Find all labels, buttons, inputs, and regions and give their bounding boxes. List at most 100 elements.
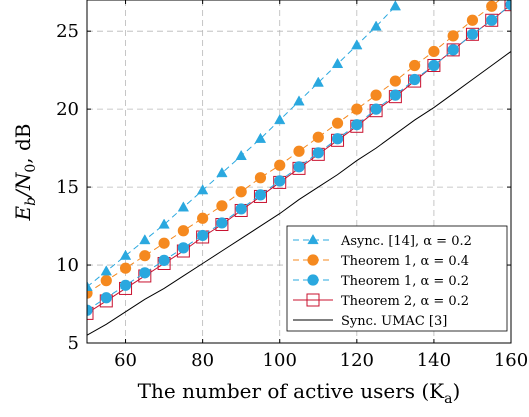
series-5 <box>87 51 511 336</box>
data-point <box>370 89 382 101</box>
legend-entry: Sync. UMAC [3] <box>293 314 447 329</box>
series-layer <box>87 0 511 336</box>
data-point <box>447 44 459 56</box>
data-point <box>351 119 363 131</box>
data-point <box>100 265 112 276</box>
legend-label: Theorem 1, α = 0.2 <box>341 274 469 289</box>
data-point <box>466 14 479 26</box>
data-point <box>254 172 267 184</box>
data-point <box>389 89 401 101</box>
data-point <box>428 45 440 58</box>
data-point <box>177 242 189 254</box>
legend-entry: Theorem 1, α = 0.4 <box>293 254 469 269</box>
y-axis-title-e: E <box>11 205 35 221</box>
data-point <box>447 30 459 42</box>
legend-label: Async. [14], α = 0.2 <box>340 234 472 249</box>
data-point <box>293 161 305 173</box>
data-point <box>197 212 209 224</box>
data-point <box>235 149 247 161</box>
legend-marker <box>307 233 319 245</box>
data-point <box>504 0 511 12</box>
ticks: 60 80 100 120 140 160 5 10 15 20 25 <box>56 0 528 371</box>
y-axis-title-sub1: b <box>23 197 39 206</box>
data-point <box>87 304 93 316</box>
data-point <box>119 262 132 274</box>
data-point <box>486 14 498 26</box>
legend: Async. [14], α = 0.2 Theorem 1, α = 0.4 Th… <box>286 225 508 332</box>
data-point <box>274 159 286 171</box>
legend-marker <box>307 274 319 286</box>
y-axis-title: Eb/N0, dB <box>11 124 39 222</box>
data-point <box>119 249 132 260</box>
series-line <box>87 4 511 311</box>
data-point <box>197 229 209 242</box>
series-line <box>87 51 511 336</box>
data-point <box>177 225 189 237</box>
data-point <box>389 0 402 11</box>
y-tick-label: 20 <box>56 99 79 120</box>
data-point <box>254 189 267 201</box>
x-axis-title-sub: a <box>444 391 452 407</box>
data-point <box>351 39 363 50</box>
data-point <box>409 59 421 72</box>
series-2 <box>87 0 501 299</box>
data-point <box>139 250 151 262</box>
legend-label: Theorem 1, α = 0.4 <box>341 254 469 269</box>
data-point <box>216 200 228 212</box>
data-point <box>274 175 286 187</box>
data-point <box>427 58 441 72</box>
data-point <box>465 27 479 41</box>
data-point <box>312 147 324 159</box>
data-point <box>254 132 267 143</box>
data-point <box>370 103 382 115</box>
data-point <box>446 43 460 57</box>
data-point <box>216 217 228 229</box>
x-axis-title-main: The number of active users (K <box>138 379 446 403</box>
data-point <box>87 306 94 320</box>
y-tick-label: 25 <box>56 21 79 42</box>
x-tick-label: 120 <box>340 350 374 371</box>
legend-marker <box>306 293 320 307</box>
series-1 <box>87 0 402 291</box>
data-point <box>139 267 151 279</box>
series-3 <box>87 0 511 316</box>
data-point <box>139 234 151 245</box>
data-point <box>428 59 440 72</box>
data-point <box>312 76 324 87</box>
data-point <box>158 237 170 249</box>
y-tick-label: 10 <box>56 255 79 276</box>
data-point <box>119 279 132 291</box>
legend-label: Sync. UMAC [3] <box>341 314 447 329</box>
data-point <box>486 0 498 12</box>
data-point <box>351 103 363 115</box>
y-axis-title-slash: /N <box>11 171 35 199</box>
legend-entry: Theorem 1, α = 0.2 <box>293 274 469 289</box>
data-point <box>389 75 401 87</box>
data-point <box>87 280 93 291</box>
data-point <box>177 201 190 212</box>
x-tick-label: 140 <box>417 350 451 371</box>
data-point <box>312 131 324 143</box>
data-point <box>100 292 112 304</box>
data-point <box>485 13 499 27</box>
x-tick-label: 60 <box>114 350 137 371</box>
data-point <box>331 133 344 145</box>
data-point <box>274 114 286 125</box>
data-point <box>293 145 305 157</box>
y-axis-title-sub2: 0 <box>23 164 39 173</box>
data-point <box>370 20 382 31</box>
legend-marker <box>307 254 319 266</box>
x-tick-label: 80 <box>191 350 214 371</box>
data-point <box>466 28 479 40</box>
x-axis-title-close: ) <box>453 379 461 403</box>
plot-frame <box>86 0 512 344</box>
y-tick-label: 15 <box>56 177 79 198</box>
data-point <box>409 73 421 86</box>
legend-label: Theorem 2, α = 0.2 <box>341 294 469 309</box>
data-point <box>331 57 344 69</box>
data-point <box>216 167 228 178</box>
legend-entry: Theorem 2, α = 0.2 <box>293 293 469 309</box>
data-point <box>158 218 170 229</box>
y-axis-title-unit: , dB <box>11 124 35 164</box>
